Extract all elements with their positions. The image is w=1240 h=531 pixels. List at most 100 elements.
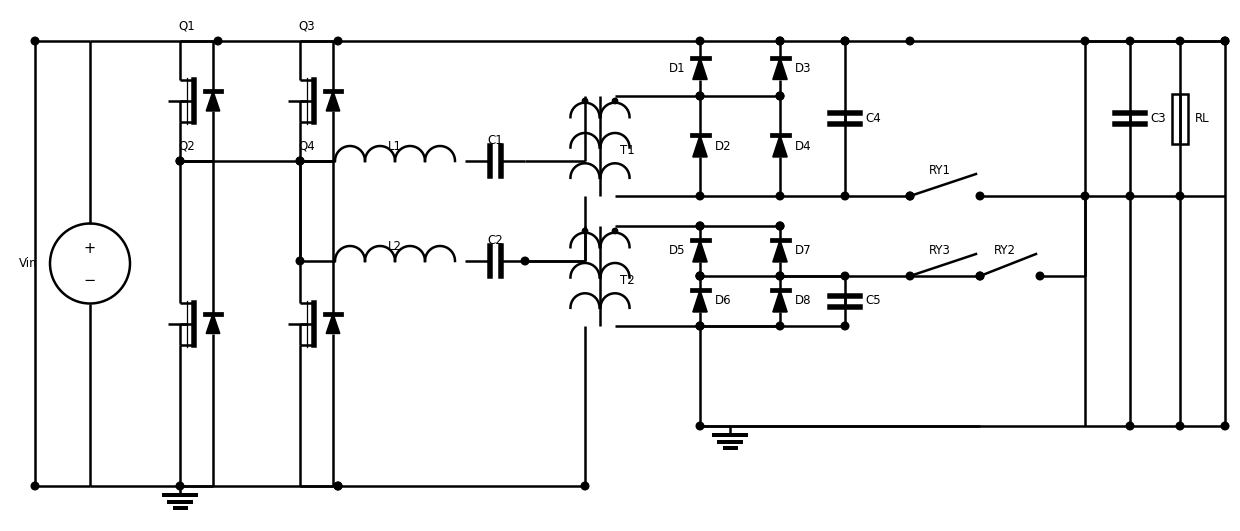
Circle shape (841, 322, 849, 330)
Text: T1: T1 (620, 144, 635, 158)
Circle shape (696, 92, 704, 100)
Circle shape (906, 192, 914, 200)
Text: D4: D4 (795, 140, 812, 152)
Text: C1: C1 (487, 134, 503, 148)
Text: D8: D8 (795, 295, 811, 307)
Circle shape (841, 192, 849, 200)
Circle shape (776, 37, 784, 45)
Circle shape (776, 222, 784, 230)
Circle shape (906, 192, 914, 200)
Text: D2: D2 (715, 140, 732, 152)
Circle shape (31, 37, 38, 45)
Circle shape (696, 272, 704, 280)
Circle shape (776, 92, 784, 100)
Circle shape (1221, 37, 1229, 45)
Circle shape (1221, 37, 1229, 45)
Polygon shape (326, 313, 340, 333)
Text: C2: C2 (487, 235, 503, 247)
Polygon shape (693, 135, 707, 157)
Circle shape (1126, 422, 1133, 430)
Circle shape (696, 322, 704, 330)
Circle shape (296, 157, 304, 165)
Circle shape (296, 157, 304, 165)
Polygon shape (773, 240, 787, 262)
Circle shape (906, 37, 914, 45)
Circle shape (841, 37, 849, 45)
Circle shape (776, 322, 784, 330)
Text: D3: D3 (795, 62, 811, 75)
Circle shape (976, 272, 983, 280)
Bar (1172, 93, 1188, 143)
Circle shape (1126, 37, 1133, 45)
Circle shape (335, 37, 342, 45)
Text: +: + (84, 241, 95, 256)
Circle shape (1177, 192, 1184, 200)
Circle shape (583, 98, 588, 104)
Circle shape (776, 222, 784, 230)
Circle shape (696, 37, 704, 45)
Circle shape (776, 192, 784, 200)
Text: Q1: Q1 (179, 20, 195, 32)
Text: C3: C3 (1149, 112, 1166, 125)
Circle shape (31, 482, 38, 490)
Circle shape (841, 272, 849, 280)
Text: C5: C5 (866, 295, 880, 307)
Circle shape (1177, 37, 1184, 45)
Circle shape (696, 272, 704, 280)
Text: Q4: Q4 (298, 140, 315, 152)
Circle shape (696, 192, 704, 200)
Circle shape (841, 37, 849, 45)
Polygon shape (773, 135, 787, 157)
Text: RY1: RY1 (929, 164, 951, 176)
Circle shape (335, 482, 342, 490)
Circle shape (296, 257, 304, 265)
Circle shape (1126, 192, 1133, 200)
Circle shape (976, 192, 983, 200)
Circle shape (776, 92, 784, 100)
Circle shape (696, 222, 704, 230)
Circle shape (696, 272, 704, 280)
Circle shape (1081, 192, 1089, 200)
Text: RY3: RY3 (929, 244, 951, 256)
Circle shape (1177, 422, 1184, 430)
Circle shape (335, 482, 342, 490)
Circle shape (976, 272, 983, 280)
Polygon shape (326, 91, 340, 111)
Polygon shape (206, 91, 219, 111)
Text: D7: D7 (795, 244, 812, 258)
Circle shape (1221, 422, 1229, 430)
Circle shape (613, 98, 618, 104)
Text: RY2: RY2 (994, 244, 1016, 256)
Text: −: − (84, 273, 97, 288)
Text: D6: D6 (715, 295, 732, 307)
Polygon shape (693, 240, 707, 262)
Text: Q3: Q3 (298, 20, 315, 32)
Text: L1: L1 (388, 140, 402, 152)
Circle shape (176, 157, 184, 165)
Text: D1: D1 (668, 62, 684, 75)
Circle shape (696, 422, 704, 430)
Circle shape (1081, 37, 1089, 45)
Text: T2: T2 (620, 275, 635, 287)
Circle shape (776, 272, 784, 280)
Circle shape (1037, 272, 1044, 280)
Polygon shape (773, 57, 787, 80)
Circle shape (521, 257, 528, 265)
Circle shape (906, 272, 914, 280)
Text: C4: C4 (866, 112, 880, 125)
Text: Q2: Q2 (179, 140, 195, 152)
Text: L2: L2 (388, 239, 402, 253)
Polygon shape (773, 290, 787, 312)
Polygon shape (206, 313, 219, 333)
Polygon shape (693, 290, 707, 312)
Circle shape (176, 157, 184, 165)
Circle shape (696, 92, 704, 100)
Text: RL: RL (1195, 112, 1210, 125)
Text: Vin: Vin (20, 257, 38, 270)
Circle shape (613, 228, 618, 234)
Circle shape (582, 482, 589, 490)
Circle shape (776, 37, 784, 45)
Circle shape (583, 228, 588, 234)
Circle shape (696, 222, 704, 230)
Text: D5: D5 (668, 244, 684, 258)
